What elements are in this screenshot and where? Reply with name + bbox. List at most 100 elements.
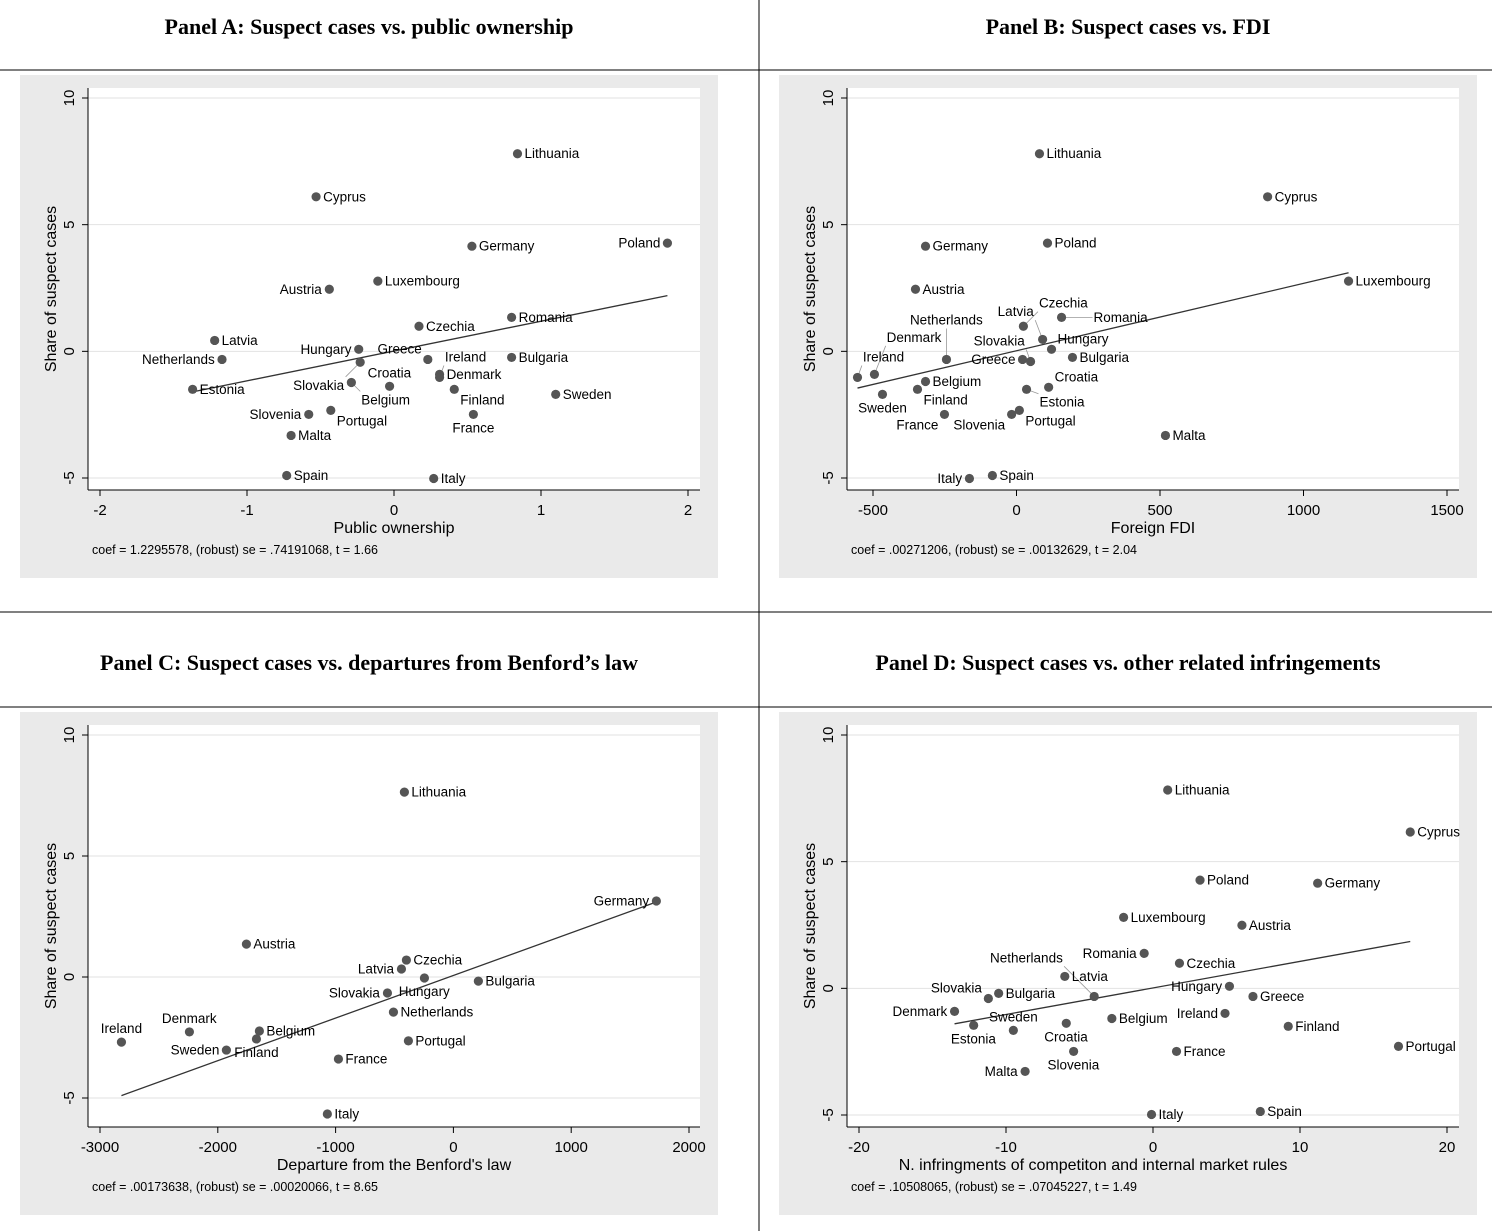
- point-label: Hungary: [1171, 979, 1222, 994]
- point-label: Sweden: [989, 1009, 1038, 1024]
- y-axis-label: Share of suspect cases: [43, 206, 60, 372]
- x-tick-label: -500: [858, 502, 888, 519]
- data-point: [869, 369, 880, 379]
- y-tick-label: 5: [820, 220, 837, 228]
- y-tick-label: 0: [61, 973, 78, 981]
- data-point: [434, 372, 445, 383]
- data-point: [1107, 1013, 1117, 1024]
- data-point: [401, 955, 411, 965]
- point-label: Croatia: [1044, 1029, 1088, 1044]
- data-point: [1237, 920, 1247, 930]
- point-label: Germany: [933, 239, 989, 254]
- data-point: [920, 376, 931, 387]
- point-label: Slovakia: [931, 980, 983, 995]
- point-label: Romania: [519, 310, 574, 325]
- regression-note: coef = .10508065, (robust) se = .0704522…: [851, 1180, 1137, 1194]
- point-label: Belgium: [361, 392, 410, 407]
- data-point: [507, 312, 517, 322]
- point-label: Netherlands: [990, 950, 1063, 965]
- x-tick-label: -2: [93, 502, 106, 519]
- point-label: Greece: [378, 341, 422, 356]
- data-point: [1174, 958, 1185, 968]
- point-label: Spain: [999, 468, 1034, 483]
- point-label: Latvia: [222, 333, 259, 348]
- regression-note: coef = .00173638, (robust) se = .0002006…: [92, 1180, 378, 1194]
- point-label: Luxembourg: [1356, 274, 1431, 289]
- data-point: [311, 192, 321, 202]
- point-label: Estonia: [200, 382, 246, 397]
- point-label: Cyprus: [323, 189, 366, 204]
- data-point: [396, 964, 407, 974]
- point-label: Estonia: [1039, 395, 1085, 410]
- panel-title: Panel B: Suspect cases vs. FDI: [986, 14, 1271, 39]
- point-label: Sweden: [858, 400, 907, 415]
- point-label: Portugal: [1025, 413, 1075, 428]
- y-tick-label: 0: [61, 347, 78, 355]
- panel-title: Panel A: Suspect cases vs. public owners…: [165, 14, 574, 39]
- y-tick-label: 10: [61, 727, 78, 744]
- data-point: [217, 354, 227, 365]
- data-point: [324, 284, 334, 294]
- data-point: [1061, 1018, 1071, 1028]
- data-point: [1014, 405, 1024, 415]
- data-point: [987, 470, 997, 481]
- point-label: France: [1184, 1044, 1226, 1059]
- data-point: [1069, 1046, 1079, 1057]
- data-point: [468, 409, 478, 420]
- point-label: Romania: [1083, 946, 1138, 961]
- point-label: Czechia: [1186, 956, 1235, 971]
- point-label: Slovenia: [249, 407, 301, 422]
- y-tick-label: -5: [61, 1091, 78, 1104]
- data-point: [473, 976, 483, 986]
- data-point: [1163, 785, 1173, 795]
- data-point: [1263, 192, 1273, 202]
- x-tick-label: -10: [995, 1139, 1017, 1156]
- data-point: [304, 409, 314, 420]
- x-tick-label: 1000: [555, 1139, 588, 1156]
- point-label: Lithuania: [1046, 146, 1101, 161]
- x-tick-label: 0: [1149, 1139, 1157, 1156]
- data-point: [1224, 981, 1235, 991]
- data-point: [910, 284, 921, 294]
- point-label: Czechia: [1039, 296, 1088, 311]
- point-label: Romania: [1094, 310, 1149, 325]
- point-label: Spain: [294, 468, 329, 483]
- point-label: Denmark: [162, 1011, 217, 1026]
- data-point: [354, 344, 364, 354]
- panel-title: Panel C: Suspect cases vs. departures fr…: [100, 650, 638, 675]
- data-point: [949, 1006, 960, 1016]
- data-point: [1008, 1025, 1018, 1035]
- panel-a: Panel A: Suspect cases vs. public owners…: [20, 14, 718, 578]
- point-label: Belgium: [933, 374, 982, 389]
- data-point: [1021, 384, 1032, 394]
- data-point: [286, 430, 296, 441]
- point-label: Cyprus: [1275, 189, 1318, 204]
- plot-area: [88, 725, 700, 1127]
- point-label: Lithuania: [411, 785, 466, 800]
- point-label: Italy: [334, 1106, 359, 1121]
- point-label: Netherlands: [142, 352, 215, 367]
- data-point: [1160, 430, 1171, 441]
- data-point: [1046, 344, 1057, 354]
- data-point: [512, 149, 523, 159]
- data-point: [403, 1036, 414, 1046]
- data-point: [1025, 356, 1036, 367]
- x-tick-label: -20: [848, 1139, 870, 1156]
- point-label: Greece: [1260, 989, 1304, 1004]
- data-point: [994, 988, 1004, 999]
- data-point: [1146, 1109, 1157, 1120]
- point-label: Italy: [1159, 1107, 1184, 1122]
- data-point: [355, 357, 365, 367]
- x-tick-label: 500: [1147, 502, 1172, 519]
- data-point: [1119, 912, 1129, 923]
- x-tick-label: 10: [1292, 1139, 1309, 1156]
- point-label: Germany: [594, 894, 650, 909]
- y-tick-label: 5: [61, 852, 78, 860]
- data-point: [346, 377, 356, 388]
- point-label: Poland: [1207, 873, 1249, 888]
- y-tick-label: 10: [820, 90, 837, 107]
- point-label: Greece: [971, 352, 1015, 367]
- data-point: [1248, 991, 1258, 1002]
- x-axis-label: Foreign FDI: [1111, 520, 1195, 537]
